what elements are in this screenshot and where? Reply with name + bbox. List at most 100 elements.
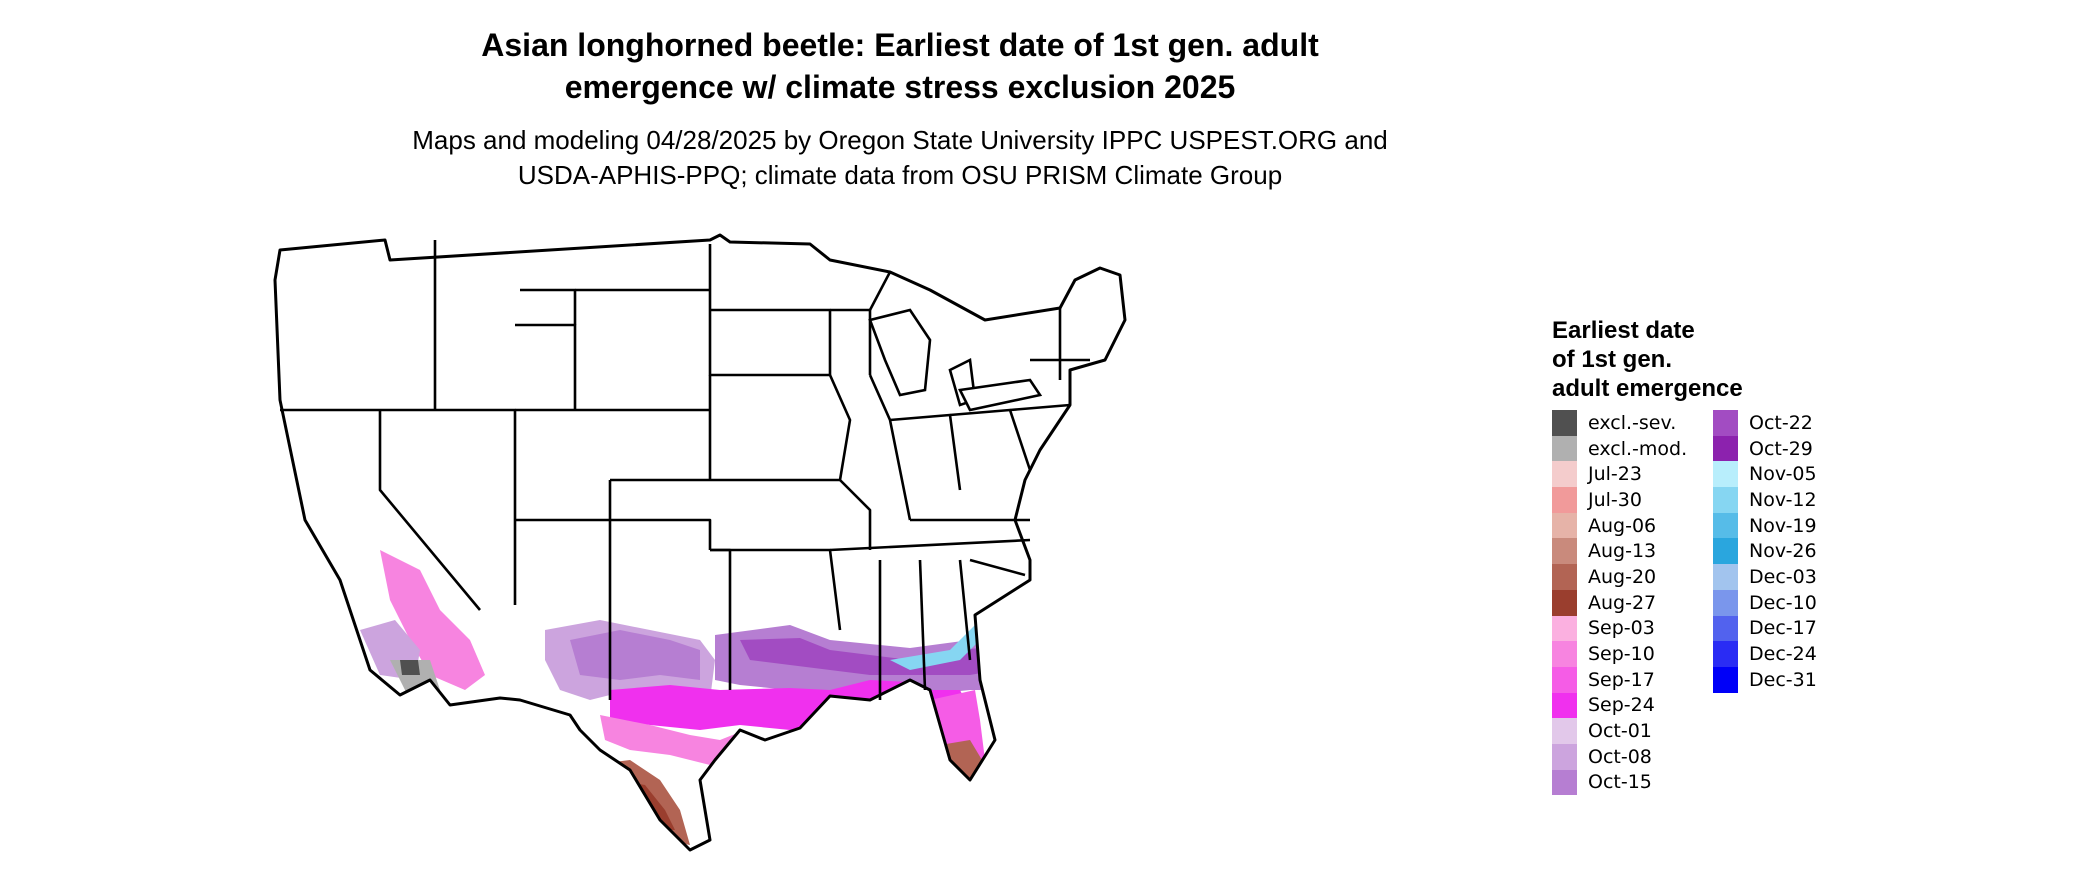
legend-swatch <box>1552 564 1577 590</box>
legend-label: Dec-17 <box>1749 617 1817 640</box>
legend-item: excl.-sev. <box>1552 410 1687 436</box>
legend-swatch <box>1713 641 1738 667</box>
us-outline <box>273 233 1127 852</box>
map-title: Asian longhorned beetle: Earliest date o… <box>260 24 1540 108</box>
zone-south-texas-brown <box>590 760 690 845</box>
legend-item: Oct-29 <box>1713 435 1817 462</box>
legend-label: Oct-01 <box>1588 720 1652 743</box>
zone-texas-lavender <box>570 630 700 680</box>
legend-swatch <box>1552 615 1577 642</box>
legend-item: Nov-26 <box>1713 538 1817 565</box>
map-subtitle: Maps and modeling 04/28/2025 by Oregon S… <box>260 123 1540 193</box>
state-boundaries <box>280 240 1090 700</box>
legend-swatch <box>1552 538 1577 565</box>
legend-item: Sep-03 <box>1552 615 1687 642</box>
legend-item: Nov-19 <box>1713 512 1817 539</box>
legend-swatch <box>1552 512 1577 539</box>
zone-florida-brown <box>938 740 985 840</box>
legend-column-2: Oct-22 Oct-29 Nov-05 Nov-12 Nov-19 Nov-26 Dec-… <box>1713 410 1817 693</box>
zone-atlantic-blue <box>890 605 1010 670</box>
legend-swatch <box>1552 487 1577 513</box>
legend-item: Oct-08 <box>1552 743 1687 770</box>
legend-label: Jul-30 <box>1588 488 1642 511</box>
legend-item: Oct-01 <box>1552 718 1687 744</box>
legend-label: Oct-29 <box>1749 437 1813 460</box>
legend-item: Dec-10 <box>1713 589 1817 616</box>
legend-swatch <box>1552 692 1577 719</box>
legend-swatch <box>1713 666 1738 693</box>
legend-item: Sep-17 <box>1552 666 1687 693</box>
legend-item: Aug-13 <box>1552 538 1687 565</box>
legend-label: Aug-13 <box>1588 540 1657 563</box>
legend-swatch <box>1552 743 1577 770</box>
zone-arizona-magenta <box>380 550 485 690</box>
zone-gulf-dark-purple <box>740 638 1010 675</box>
legend-label: Sep-17 <box>1588 668 1655 691</box>
legend-label: Nov-19 <box>1749 514 1817 537</box>
legend-item: Nov-05 <box>1713 461 1817 488</box>
legend-label: Dec-24 <box>1749 643 1817 666</box>
legend-swatch <box>1713 615 1738 642</box>
legend-swatch <box>1713 487 1738 513</box>
legend-label: Nov-05 <box>1749 463 1817 486</box>
legend-label: Oct-22 <box>1749 411 1813 434</box>
legend-label: Jul-23 <box>1588 463 1642 486</box>
legend-item: Sep-24 <box>1552 692 1687 719</box>
legend-swatch <box>1713 512 1738 539</box>
legend-label: Sep-10 <box>1588 643 1655 666</box>
legend-swatch <box>1552 589 1577 616</box>
legend-swatch <box>1552 641 1577 667</box>
legend-label: Sep-03 <box>1588 617 1655 640</box>
legend-swatch <box>1713 538 1738 565</box>
legend-title: Earliest date of 1st gen. adult emergenc… <box>1552 316 1743 403</box>
legend-label: Dec-10 <box>1749 591 1817 614</box>
legend-swatch <box>1552 666 1577 693</box>
legend-item: Oct-22 <box>1713 410 1817 436</box>
legend-swatch <box>1713 435 1738 462</box>
legend-swatch <box>1552 718 1577 744</box>
emergence-zones <box>360 550 1030 845</box>
legend-item: Dec-31 <box>1713 666 1817 693</box>
legend-label: Aug-06 <box>1588 514 1657 537</box>
legend-label: Oct-15 <box>1588 771 1652 794</box>
legend-item: Aug-20 <box>1552 564 1687 590</box>
legend-swatch <box>1713 461 1738 488</box>
legend-label: Aug-27 <box>1588 591 1657 614</box>
legend-label: excl.-mod. <box>1588 437 1688 460</box>
legend-label: Aug-20 <box>1588 565 1657 588</box>
legend-swatch <box>1552 769 1577 796</box>
legend-item: Aug-27 <box>1552 589 1687 616</box>
map-title-line-2: emergence w/ climate stress exclusion 20… <box>564 69 1236 105</box>
legend-swatch <box>1713 589 1738 616</box>
legend-item: Sep-10 <box>1552 641 1687 667</box>
legend-swatch <box>1552 410 1577 436</box>
legend-label: Dec-31 <box>1749 668 1817 691</box>
legend-swatch <box>1713 410 1738 436</box>
legend-title-line-2: of 1st gen. <box>1552 346 1673 373</box>
legend-title-line-1: Earliest date <box>1552 317 1695 344</box>
legend-item: Dec-03 <box>1713 564 1817 590</box>
zone-arizona-dark-gray <box>400 660 420 675</box>
legend-label: Sep-24 <box>1588 694 1655 717</box>
us-map <box>273 233 1127 852</box>
legend-item: excl.-mod. <box>1552 435 1688 462</box>
legend-swatch <box>1552 461 1577 488</box>
legend-item: Nov-12 <box>1713 487 1817 513</box>
legend-item: Aug-06 <box>1552 512 1687 539</box>
great-lakes <box>868 308 1043 412</box>
legend-label: excl.-sev. <box>1588 411 1677 434</box>
legend-column-1: excl.-sev. excl.-mod. Jul-23 Jul-30 Aug-06 Au… <box>1552 410 1688 796</box>
legend-label: Oct-08 <box>1588 745 1652 768</box>
map-subtitle-line-1: Maps and modeling 04/28/2025 by Oregon S… <box>412 125 1388 155</box>
legend-title-line-3: adult emergence <box>1552 375 1743 402</box>
legend-item: Jul-23 <box>1552 461 1687 488</box>
map-title-line-1: Asian longhorned beetle: Earliest date o… <box>481 27 1319 63</box>
legend-item: Jul-30 <box>1552 487 1687 513</box>
map-subtitle-line-2: USDA-APHIS-PPQ; climate data from OSU PR… <box>517 160 1283 190</box>
legend-item: Dec-24 <box>1713 641 1817 667</box>
legend-swatch <box>1713 564 1738 590</box>
legend-label: Dec-03 <box>1749 565 1817 588</box>
legend-label: Nov-26 <box>1749 540 1817 563</box>
legend-label: Nov-12 <box>1749 488 1817 511</box>
legend-swatch <box>1552 435 1577 462</box>
